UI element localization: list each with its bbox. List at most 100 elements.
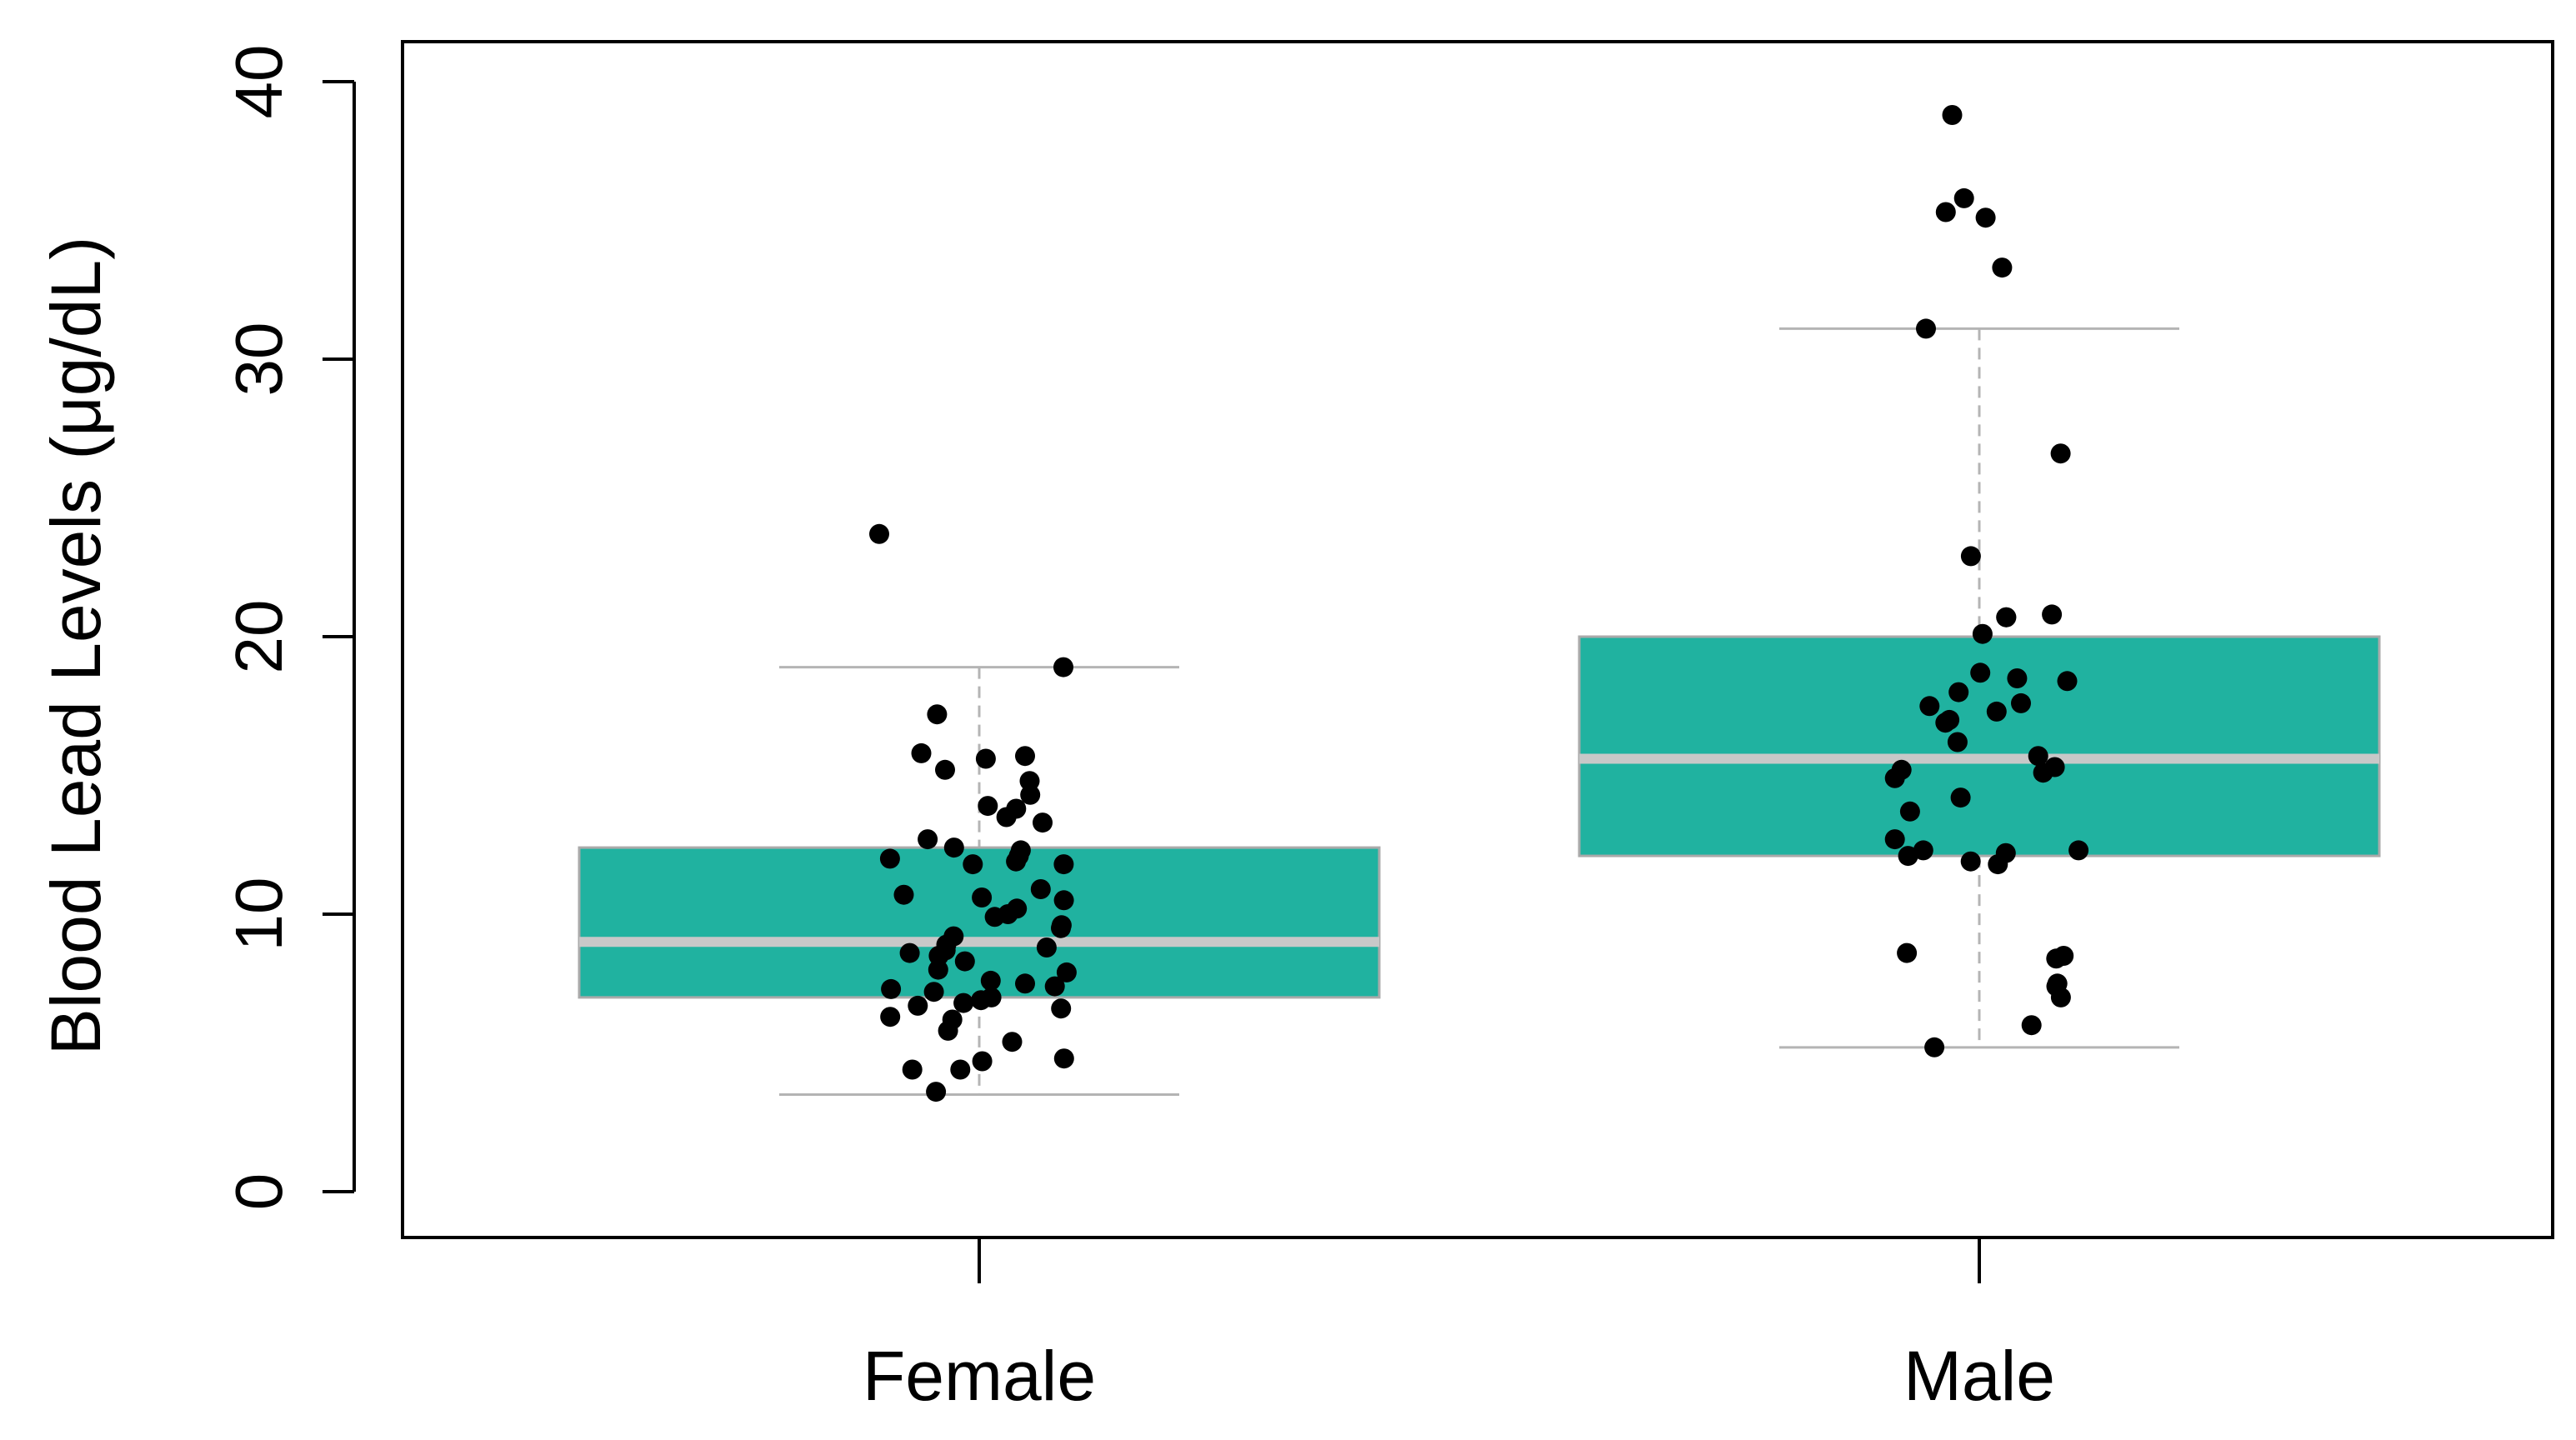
x-tick-label-male: Male (1903, 1337, 2055, 1415)
data-point (1942, 105, 1963, 125)
data-point (1053, 657, 1073, 678)
data-point (1884, 829, 1905, 850)
y-axis: 0 10 20 30 40 (222, 45, 356, 1211)
boxes (578, 327, 2381, 1096)
data-point (984, 907, 1005, 928)
data-point (2033, 762, 2053, 783)
plot-frame (401, 40, 2554, 1239)
data-point (928, 959, 948, 980)
data-point (2028, 746, 2048, 767)
y-axis-label: Blood Lead Levels (μg/dL) (37, 237, 115, 1055)
data-point (1030, 879, 1051, 899)
data-point (2007, 668, 2028, 688)
data-point (1975, 208, 1996, 228)
data-point (2011, 692, 2031, 713)
y-tick-label: 0 (222, 1173, 296, 1211)
data-point (954, 951, 975, 972)
data-point (1015, 973, 1035, 994)
data-point (1044, 976, 1065, 997)
data-point (1950, 788, 1971, 808)
data-point (2057, 671, 2078, 692)
data-point (1996, 607, 2017, 628)
data-point (980, 970, 1001, 991)
data-point (943, 838, 964, 858)
data-point (1020, 784, 1041, 805)
data-point (2042, 604, 2063, 625)
data-point (971, 990, 992, 1011)
data-point (1899, 801, 1920, 822)
data-point (950, 1059, 971, 1080)
data-point (2050, 443, 2071, 464)
data-point (1898, 846, 1918, 867)
data-point (1053, 890, 1074, 911)
data-point (978, 796, 998, 817)
data-point (2068, 840, 2089, 861)
data-point (1960, 851, 1981, 872)
data-point (1036, 938, 1057, 958)
data-point (938, 1020, 958, 1041)
data-point (1924, 1037, 1945, 1058)
points-male (1884, 105, 2089, 1058)
data-point (1992, 258, 2013, 278)
data-point (911, 742, 932, 763)
data-point (1884, 768, 1905, 788)
data-point (1948, 682, 1969, 702)
y-tick-label: 40 (222, 45, 296, 119)
data-point (963, 854, 983, 875)
data-point (1015, 746, 1035, 767)
y-tick-label: 10 (222, 878, 296, 952)
y-tick-label: 20 (222, 600, 296, 674)
data-point (926, 1082, 947, 1102)
data-point (1056, 962, 1077, 982)
data-point (1972, 623, 1993, 644)
data-point (1919, 696, 1940, 717)
x-axis: Female Male (863, 1238, 2055, 1415)
data-point (1988, 854, 2008, 875)
data-point (975, 748, 996, 769)
data-point (879, 848, 900, 869)
data-point (902, 1059, 923, 1080)
data-point (935, 759, 955, 780)
data-point (927, 704, 948, 725)
data-point (2021, 1015, 2042, 1036)
data-point (899, 942, 920, 963)
data-points (869, 105, 2089, 1102)
points-female (869, 523, 1077, 1102)
data-point (2046, 948, 2067, 969)
iqr-box (578, 846, 1381, 999)
data-point (1053, 854, 1074, 875)
data-point (996, 807, 1017, 828)
data-point (880, 1007, 901, 1028)
data-point (972, 888, 993, 908)
data-point (1916, 318, 1936, 339)
data-point (1053, 1048, 1074, 1069)
data-point (1897, 942, 1918, 963)
data-point (1051, 998, 1072, 1019)
data-point (869, 523, 889, 544)
data-point (881, 978, 902, 999)
y-tick-label: 30 (222, 322, 296, 397)
box-male (1578, 327, 2381, 1049)
data-point (923, 982, 944, 1002)
data-point (972, 1051, 993, 1072)
data-point (893, 884, 914, 905)
data-point (1947, 732, 1968, 752)
data-point (1986, 701, 2007, 722)
data-point (908, 995, 928, 1016)
data-point (1935, 202, 1956, 222)
x-tick-label-female: Female (863, 1337, 1096, 1415)
data-point (1006, 851, 1027, 872)
data-point (1960, 546, 1981, 567)
data-point (1002, 1032, 1023, 1052)
data-point (1033, 812, 1053, 833)
data-point (918, 829, 938, 850)
data-point (1970, 662, 1991, 683)
data-point (2050, 987, 2071, 1008)
data-point (1913, 840, 1933, 861)
data-point (1953, 188, 1974, 208)
box-female (578, 666, 1381, 1096)
data-point (953, 992, 974, 1013)
data-point (1935, 712, 1956, 733)
data-point (1051, 918, 1071, 938)
